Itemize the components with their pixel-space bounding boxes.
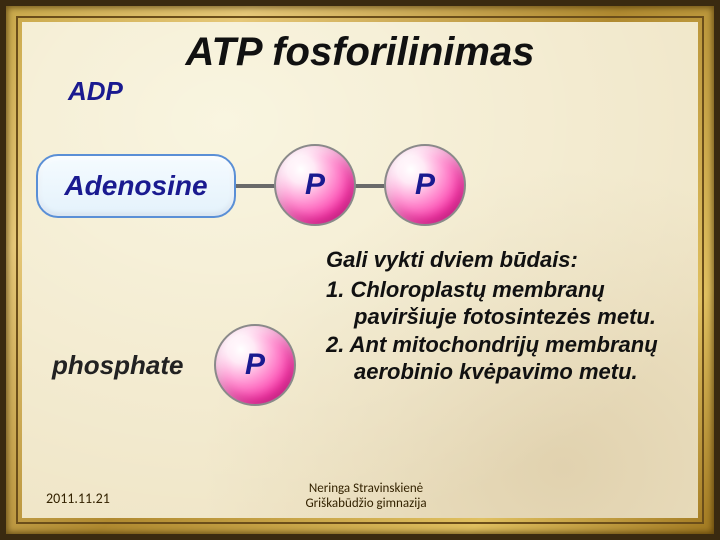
phosphate-ball: P	[384, 144, 466, 226]
slide-title: ATP fosforilinimas	[22, 30, 698, 75]
footer-line2: Griškabūdžio gimnazija	[266, 497, 466, 512]
phosphate-letter: P	[245, 348, 265, 382]
footer-author: Neringa Stravinskienė Griškabūdžio gimna…	[266, 482, 466, 512]
adenosine-box: Adenosine	[36, 154, 236, 218]
phosphate-word: phosphate	[52, 350, 183, 381]
bond-connector	[354, 184, 386, 188]
item-number: 1.	[326, 277, 344, 302]
body-lead: Gali vykti dviem būdais:	[326, 246, 686, 274]
phosphate-letter: P	[305, 168, 325, 202]
item-text: Ant mitochondrijų membranų aerobinio kvė…	[350, 332, 658, 385]
body-list: 1. Chloroplastų membranų paviršiuje foto…	[326, 276, 686, 386]
bond-connector	[236, 184, 276, 188]
outer-frame: ATP fosforilinimas ADP Adenosine P P P p	[0, 0, 720, 540]
adp-label: ADP	[68, 76, 123, 107]
body-item-2: 2. Ant mitochondrijų membranų aerobinio …	[326, 331, 686, 386]
footer-date: 2011.11.21	[46, 490, 110, 507]
body-item-1: 1. Chloroplastų membranų paviršiuje foto…	[326, 276, 686, 331]
phosphate-ball: P	[274, 144, 356, 226]
footer-line1: Neringa Stravinskienė	[266, 482, 466, 497]
body-text: Gali vykti dviem būdais: 1. Chloroplastų…	[326, 246, 686, 386]
adenosine-label: Adenosine	[64, 170, 207, 202]
item-text: Chloroplastų membranų paviršiuje fotosin…	[350, 277, 655, 330]
gold-frame: ATP fosforilinimas ADP Adenosine P P P p	[6, 6, 714, 534]
phosphate-ball: P	[214, 324, 296, 406]
phosphate-letter: P	[415, 168, 435, 202]
inner-frame-line: ATP fosforilinimas ADP Adenosine P P P p	[16, 16, 704, 524]
slide-canvas: ATP fosforilinimas ADP Adenosine P P P p	[22, 22, 698, 518]
item-number: 2.	[326, 332, 344, 357]
